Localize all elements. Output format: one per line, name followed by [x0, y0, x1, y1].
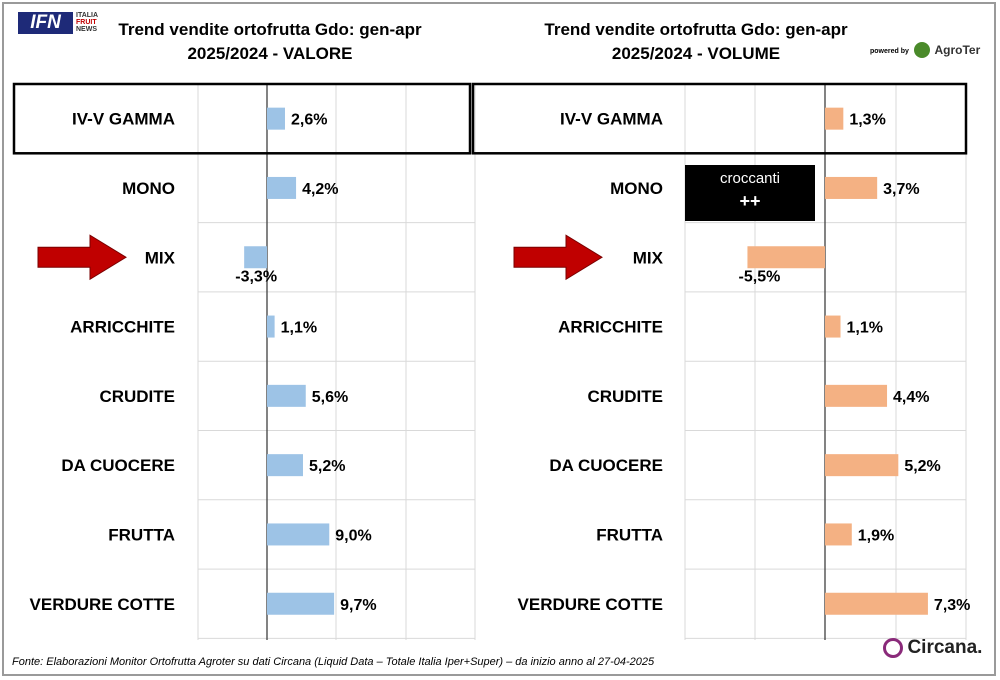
right-title-line2: 2025/2024 - VOLUME: [611, 44, 781, 63]
valore-category-label: VERDURE COTTE: [30, 595, 175, 614]
croccanti-plus: ++: [739, 191, 761, 211]
valore-category-label: MONO: [122, 179, 175, 198]
volume-arrow-icon: [513, 234, 603, 281]
volume-value-label: 1,3%: [849, 112, 885, 129]
valore-category-label: DA CUOCERE: [61, 456, 175, 475]
circana-logo: Circana.: [883, 637, 982, 659]
agroter-leaf-icon: [914, 41, 930, 58]
agroter-logo-text: AgroTer: [934, 42, 981, 57]
volume-bar: [825, 176, 878, 199]
volume-category-label: MONO: [610, 179, 663, 198]
volume-category-label: IV-V GAMMA: [560, 110, 663, 129]
volume-bar: [825, 454, 899, 477]
valore-value-label: 9,7%: [340, 597, 376, 614]
volume-value-label: 4,4%: [893, 389, 929, 406]
valore-bar: [267, 592, 335, 615]
valore-value-label: 1,1%: [281, 320, 317, 337]
volume-value-label: 3,7%: [883, 181, 919, 198]
valore-value-label: 5,2%: [309, 458, 345, 475]
valore-category-label: MIX: [145, 248, 176, 267]
ifn-logo-side1: ITALIA: [76, 12, 99, 19]
left-title: Trend vendite ortofrutta Gdo: gen-apr 20…: [110, 18, 430, 66]
valore-category-label: IV-V GAMMA: [72, 110, 175, 129]
croccanti-annotation: croccanti ++: [685, 165, 815, 221]
valore-value-label: 2,6%: [291, 112, 327, 129]
volume-bar: [825, 107, 844, 130]
volume-bar: [825, 592, 928, 615]
volume-bar: [825, 384, 888, 407]
ifn-logo-side2: FRUIT: [76, 19, 97, 26]
valore-value-label: 5,6%: [312, 389, 348, 406]
valore-highlight-box: [12, 82, 472, 155]
circana-logo-text: Circana.: [907, 637, 983, 658]
valore-bar: [267, 523, 330, 546]
volume-category-label: DA CUOCERE: [549, 456, 663, 475]
right-title-line1: Trend vendite ortofrutta Gdo: gen-apr: [544, 20, 848, 39]
volume-highlight-box: [471, 82, 968, 155]
valore-value-label: 4,2%: [302, 181, 338, 198]
footer-source: Fonte: Elaborazioni Monitor Ortofrutta A…: [12, 656, 655, 668]
left-title-line2: 2025/2024 - VALORE: [187, 44, 353, 63]
volume-category-label: FRUTTA: [596, 525, 663, 544]
ifn-logo-side: ITALIA FRUIT NEWS: [76, 12, 98, 33]
volume-value-label: 1,9%: [858, 527, 894, 544]
ifn-logo-side3: NEWS: [76, 26, 97, 33]
volume-value-label: 7,3%: [934, 597, 970, 614]
volume-value-label: -5,5%: [739, 268, 781, 285]
volume-value-label: 1,1%: [847, 320, 883, 337]
agroter-logo: AgroTer: [914, 41, 980, 59]
valore-bar: [267, 176, 297, 199]
volume-value-label: 5,2%: [904, 458, 940, 475]
valore-bar: [267, 107, 285, 130]
valore-arrow-icon: [37, 234, 127, 281]
valore-category-label: ARRICCHITE: [70, 318, 175, 337]
croccanti-label: croccanti: [719, 170, 781, 187]
valore-category-label: FRUTTA: [108, 525, 175, 544]
valore-category-label: CRUDITE: [99, 387, 175, 406]
ifn-logo-box: IFN: [18, 12, 73, 34]
left-title-line1: Trend vendite ortofrutta Gdo: gen-apr: [118, 20, 422, 39]
valore-bar: [267, 454, 303, 477]
volume-category-label: VERDURE COTTE: [518, 595, 663, 614]
valore-bar: [267, 315, 275, 338]
volume-category-label: MIX: [633, 248, 664, 267]
valore-value-label: 9,0%: [335, 527, 371, 544]
volume-category-label: ARRICCHITE: [558, 318, 663, 337]
volume-bar: [747, 246, 825, 269]
volume-category-label: CRUDITE: [587, 387, 663, 406]
right-title: Trend vendite ortofrutta Gdo: gen-apr 20…: [506, 18, 886, 66]
volume-bar: [825, 523, 852, 546]
volume-bar: [825, 315, 841, 338]
powered-by-label: powered by: [870, 48, 909, 55]
valore-bar: [267, 384, 306, 407]
valore-value-label: -3,3%: [235, 268, 277, 285]
circana-ring-icon: [883, 638, 903, 658]
ifn-logo: IFN ITALIA FRUIT NEWS: [18, 12, 100, 40]
valore-bar: [244, 246, 267, 269]
